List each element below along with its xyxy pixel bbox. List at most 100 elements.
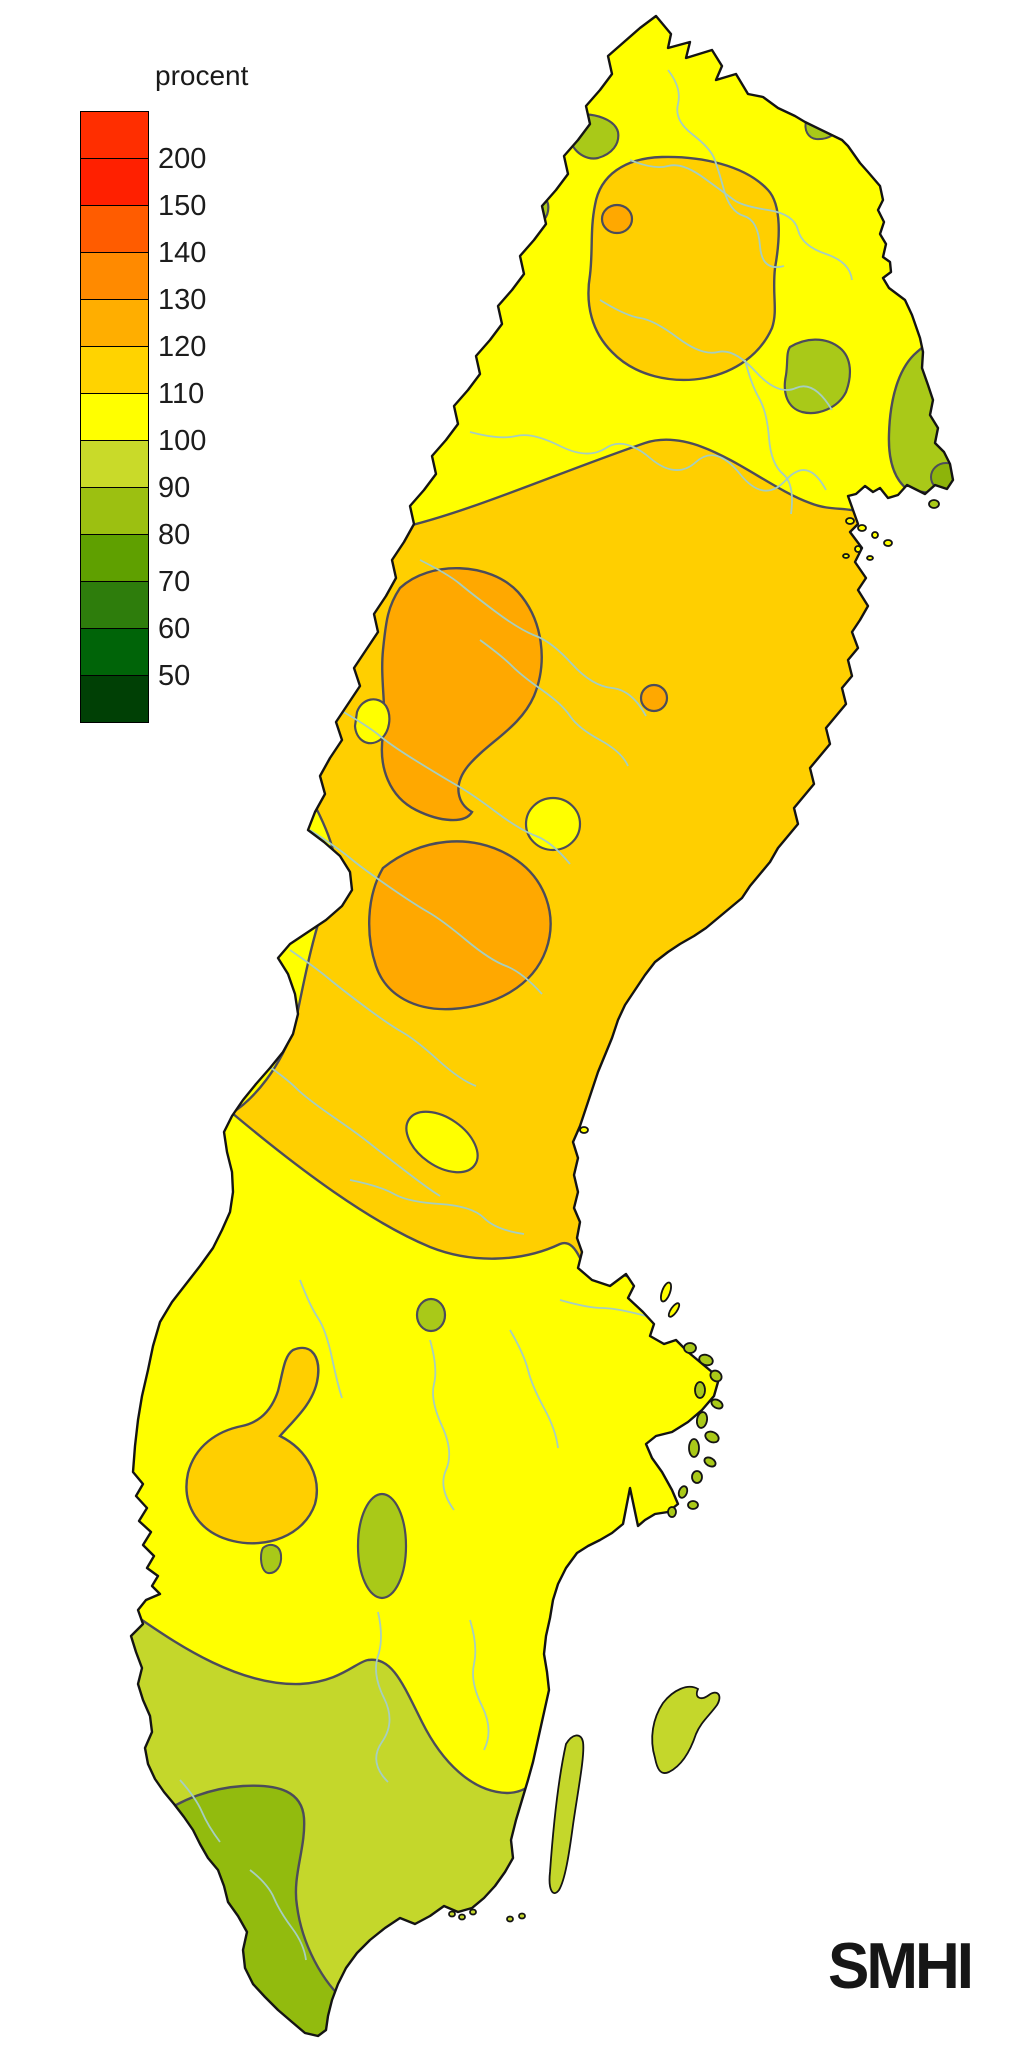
legend-swatch xyxy=(80,393,149,441)
islet xyxy=(704,1430,720,1444)
legend-swatch xyxy=(80,252,149,300)
region-yellow-spot-tilted xyxy=(405,1110,479,1174)
river xyxy=(349,1179,525,1235)
river xyxy=(289,949,477,1087)
legend-label: 80 xyxy=(158,519,191,551)
legend-swatch xyxy=(80,440,149,488)
river xyxy=(599,1249,735,1279)
islet xyxy=(660,1281,672,1303)
river xyxy=(419,559,647,717)
legend-label: 70 xyxy=(158,566,191,598)
legend-label: 150 xyxy=(158,190,207,222)
river xyxy=(599,299,833,411)
river xyxy=(479,639,629,767)
legend-label: 200 xyxy=(158,143,207,175)
legend-swatch xyxy=(80,675,149,723)
region-yellow-coast-spot xyxy=(353,698,391,745)
islet xyxy=(667,1302,681,1318)
legend-swatch xyxy=(80,299,149,347)
islet xyxy=(866,555,874,561)
region-yellow-spot-egg xyxy=(524,796,582,852)
islet xyxy=(691,1470,703,1484)
islet xyxy=(667,1506,677,1518)
region-ne-teardrop xyxy=(783,338,852,415)
legend-label: 50 xyxy=(158,660,191,692)
legend-title: procent xyxy=(155,60,249,91)
legend-swatch xyxy=(80,534,149,582)
region-southwest-amber-110-120 xyxy=(185,1346,320,1545)
river xyxy=(249,1869,307,1961)
legend-label: 60 xyxy=(158,613,191,645)
islet xyxy=(842,553,850,559)
legend-label: 120 xyxy=(158,331,207,363)
islet xyxy=(518,1912,526,1920)
river xyxy=(299,1279,343,1399)
legend-label: 110 xyxy=(158,378,205,410)
south-coast-islets xyxy=(448,1908,526,1923)
region-green-sliver xyxy=(259,1543,283,1575)
islet xyxy=(448,1910,456,1918)
river xyxy=(469,1619,490,1751)
islet xyxy=(883,539,893,547)
river xyxy=(309,829,543,995)
islet xyxy=(677,1485,689,1499)
legend-swatch xyxy=(80,158,149,206)
islet xyxy=(506,1915,514,1923)
sweden-coastline xyxy=(129,14,955,2038)
river xyxy=(259,1059,441,1197)
islet xyxy=(458,1913,466,1921)
islands xyxy=(448,499,940,1923)
islet xyxy=(698,1353,714,1367)
islet xyxy=(579,1126,589,1134)
river xyxy=(375,1611,391,1783)
legend-swatch xyxy=(80,581,149,629)
islet xyxy=(857,524,867,532)
islet xyxy=(694,1381,706,1399)
region-ne-dark-spot xyxy=(930,462,953,492)
river xyxy=(179,1779,221,1843)
river xyxy=(667,69,785,268)
river xyxy=(469,431,827,492)
islet xyxy=(469,1908,477,1916)
legend-swatch xyxy=(80,205,149,253)
islet xyxy=(845,517,855,525)
region-border-patch-1 xyxy=(568,113,620,160)
river xyxy=(509,1329,559,1449)
region-orange-dot-120-130 xyxy=(639,683,669,713)
legend-swatch xyxy=(80,487,149,535)
legend-swatch xyxy=(80,346,149,394)
islet xyxy=(854,545,862,553)
legend-label: 130 xyxy=(158,284,207,316)
river xyxy=(629,159,853,281)
islet xyxy=(710,1398,724,1410)
island-oland xyxy=(548,1734,585,1894)
river xyxy=(429,1339,455,1511)
islet xyxy=(928,499,940,509)
region-green-dot xyxy=(415,1297,447,1333)
river xyxy=(744,359,793,515)
smhi-logo: SMHI xyxy=(828,1931,974,2003)
legend-label: 100 xyxy=(158,425,207,457)
island-gotland xyxy=(651,1685,721,1774)
norrbotten-islets xyxy=(579,499,940,1134)
islet xyxy=(695,1411,709,1429)
region-far-north-spot-120-130 xyxy=(600,203,634,235)
islet xyxy=(709,1369,723,1383)
legend-swatch-column xyxy=(80,111,149,723)
region-orange-south-120-130 xyxy=(368,840,552,1011)
region-green-ellipse xyxy=(356,1492,408,1600)
islet xyxy=(683,1342,697,1354)
legend-swatch xyxy=(80,628,149,676)
islet xyxy=(703,1456,717,1468)
region-far-north-110-120 xyxy=(587,155,780,382)
region-border-patch-2 xyxy=(500,185,550,232)
region-orange-west-120-130 xyxy=(380,567,543,822)
river xyxy=(339,709,571,865)
legend-swatch xyxy=(80,111,149,159)
legend-label: 90 xyxy=(158,472,191,504)
stockholm-archipelago xyxy=(660,1281,724,1518)
islet xyxy=(687,1500,699,1510)
